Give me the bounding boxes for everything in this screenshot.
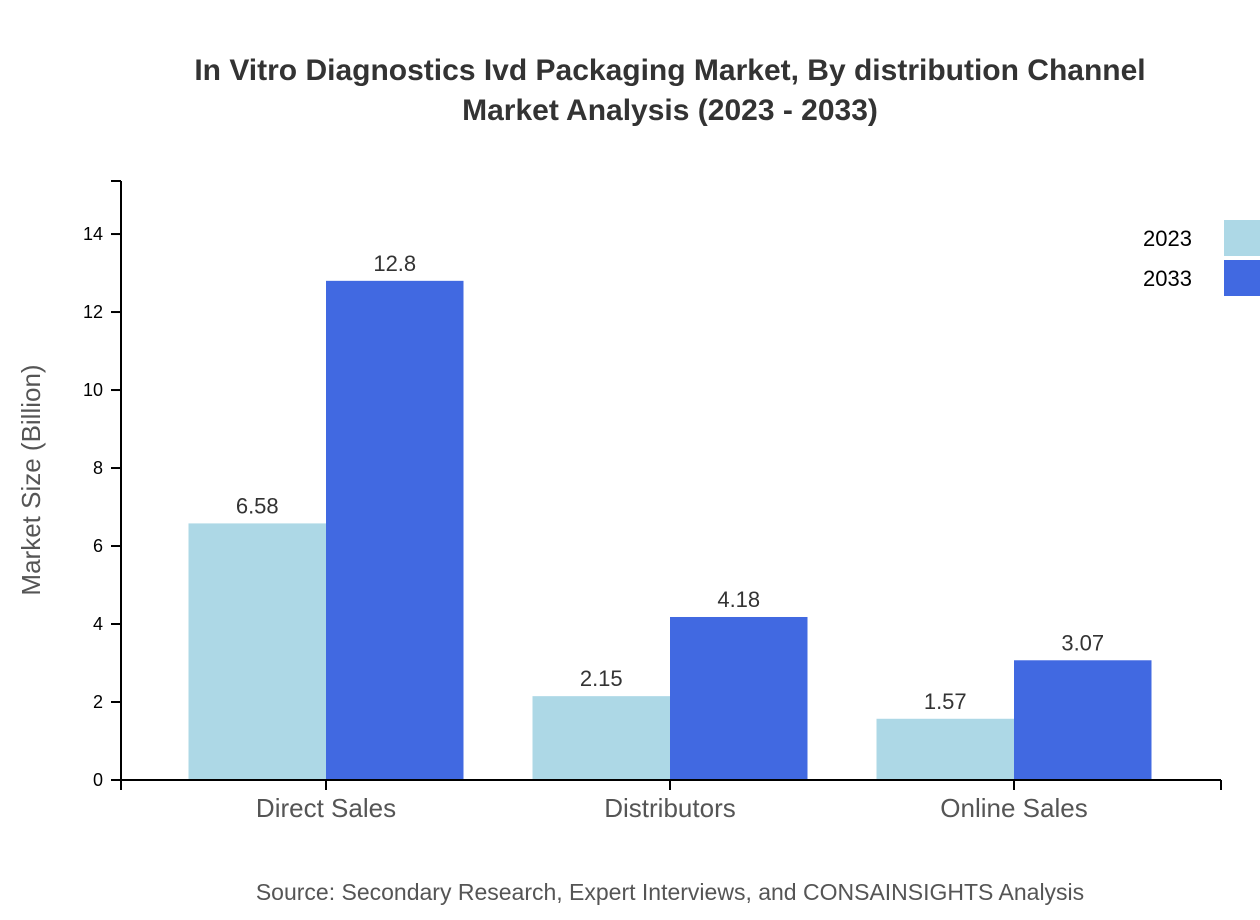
y-tick-label: 8 — [93, 458, 103, 478]
bar-2023-2 — [876, 718, 1014, 780]
source-note: Source: Secondary Research, Expert Inter… — [256, 879, 1084, 905]
y-tick-label: 14 — [83, 224, 103, 244]
chart-title: In Vitro Diagnostics Ivd Packaging Marke… — [194, 54, 1145, 87]
data-label: 4.18 — [717, 587, 760, 612]
y-tick-label: 10 — [83, 380, 103, 400]
y-tick-label: 6 — [93, 536, 103, 556]
legend-label: 2023 — [1143, 226, 1192, 251]
legend-label: 2033 — [1143, 266, 1192, 291]
bar-2023-0 — [188, 523, 326, 780]
data-label: 12.8 — [373, 251, 416, 276]
data-label: 3.07 — [1061, 630, 1104, 655]
y-tick-label: 12 — [83, 302, 103, 322]
legend-swatch — [1224, 260, 1260, 296]
chart-subtitle: Market Analysis (2023 - 2033) — [462, 94, 878, 127]
y-axis-label: Market Size (Billion) — [16, 364, 46, 595]
bar-2023-1 — [532, 696, 670, 780]
y-tick-label: 0 — [93, 770, 103, 790]
x-tick-label: Online Sales — [940, 793, 1087, 823]
bar-2033-0 — [326, 280, 464, 780]
y-tick-label: 4 — [93, 614, 103, 634]
y-tick-label: 2 — [93, 692, 103, 712]
legend-swatch — [1224, 220, 1260, 256]
data-label: 6.58 — [236, 493, 279, 518]
x-tick-label: Distributors — [604, 793, 735, 823]
x-tick-label: Direct Sales — [256, 793, 396, 823]
data-label: 1.57 — [924, 689, 967, 714]
bar-2033-2 — [1014, 660, 1152, 780]
data-label: 2.15 — [580, 666, 623, 691]
bar-2033-1 — [670, 616, 808, 780]
